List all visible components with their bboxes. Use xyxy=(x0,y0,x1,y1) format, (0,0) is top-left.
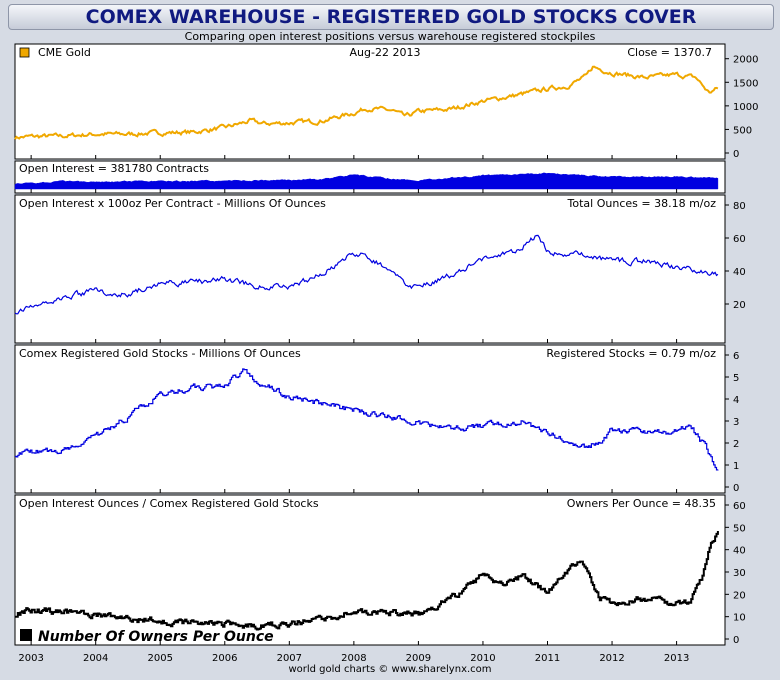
x-tick-label: 2013 xyxy=(664,653,689,664)
x-tick-label: 2003 xyxy=(18,653,43,664)
registered-title: Comex Registered Gold Stocks - Millions … xyxy=(19,347,301,360)
y-tick-label: 60 xyxy=(733,501,746,512)
x-tick-label: 2008 xyxy=(341,653,366,664)
registered-line xyxy=(15,368,719,471)
x-tick-label: 2006 xyxy=(212,653,237,664)
y-tick-label: 50 xyxy=(733,523,746,534)
y-tick-label: 80 xyxy=(733,201,746,212)
owners-panel: Open Interest Ounces / Comex Registered … xyxy=(14,494,746,646)
oi-ounces-title: Open Interest x 100oz Per Contract - Mil… xyxy=(19,197,326,210)
owners-legend-label: Number Of Owners Per Ounce xyxy=(38,629,274,645)
chart-title: COMEX WAREHOUSE - REGISTERED GOLD STOCKS… xyxy=(85,6,697,28)
y-tick-label: 4 xyxy=(733,395,739,406)
oi-ounces-line xyxy=(14,234,719,315)
open-interest-area xyxy=(14,172,719,190)
y-tick-label: 60 xyxy=(733,234,746,245)
gold-date: Aug-22 2013 xyxy=(350,46,421,59)
oi-ounces-last: Total Ounces = 38.18 m/oz xyxy=(567,197,717,210)
registered-panel: Comex Registered Gold Stocks - Millions … xyxy=(14,344,739,494)
x-tick-label: 2004 xyxy=(83,653,108,664)
owners-yticks: 0 10 20 30 40 50 60 xyxy=(725,501,746,646)
gold-yticks: 0 500 1000 1500 2000 xyxy=(725,55,758,160)
y-tick-label: 0 xyxy=(733,483,739,494)
gold-legend-swatch xyxy=(19,47,30,58)
gold-panel: CME Gold Aug-22 2013 Close = 1370.7 0 500… xyxy=(14,43,758,160)
y-tick-label: 1500 xyxy=(733,78,758,89)
owners-title: Open Interest Ounces / Comex Registered … xyxy=(19,497,319,510)
y-tick-label: 0 xyxy=(733,149,739,160)
y-tick-label: 5 xyxy=(733,373,739,384)
chart-subtitle: Comparing open interest positions versus… xyxy=(184,30,596,43)
y-tick-label: 500 xyxy=(733,125,752,136)
registered-last: Registered Stocks = 0.79 m/oz xyxy=(546,347,716,360)
y-tick-label: 40 xyxy=(733,267,746,278)
owners-last: Owners Per Ounce = 48.35 xyxy=(567,497,716,510)
y-tick-label: 0 xyxy=(733,635,739,646)
footer-credit: world gold charts © www.sharelynx.com xyxy=(288,664,491,675)
title-bar: COMEX WAREHOUSE - REGISTERED GOLD STOCKS… xyxy=(8,4,774,30)
x-tick-label: 2011 xyxy=(535,653,560,664)
y-tick-label: 10 xyxy=(733,613,746,624)
y-tick-label: 3 xyxy=(733,417,739,428)
y-tick-label: 2 xyxy=(733,439,739,450)
y-tick-label: 6 xyxy=(733,351,739,362)
y-tick-label: 1000 xyxy=(733,102,758,113)
owners-legend-swatch xyxy=(20,629,32,641)
y-tick-label: 2000 xyxy=(733,55,758,66)
oi-ounces-panel: Open Interest x 100oz Per Contract - Mil… xyxy=(14,194,746,344)
open-interest-title: Open Interest = 381780 Contracts xyxy=(19,162,209,175)
y-tick-label: 20 xyxy=(733,300,746,311)
x-tick-label: 2005 xyxy=(148,653,173,664)
x-tick-label: 2010 xyxy=(470,653,495,664)
y-tick-label: 30 xyxy=(733,568,746,579)
x-tick-label: 2012 xyxy=(599,653,624,664)
open-interest-panel: Open Interest = 381780 Contracts xyxy=(14,160,726,194)
x-tick-label: 2007 xyxy=(277,653,302,664)
y-tick-label: 1 xyxy=(733,461,739,472)
owners-line xyxy=(15,531,719,631)
x-tick-label: 2009 xyxy=(406,653,431,664)
oi-ounces-yticks: 20 40 60 80 xyxy=(725,201,746,311)
gold-line xyxy=(14,65,719,140)
x-axis: 2003 2004 2005 2006 2007 2008 2009 2010 2011 2012… xyxy=(18,155,689,664)
y-tick-label: 40 xyxy=(733,546,746,557)
gold-close: Close = 1370.7 xyxy=(627,46,712,59)
y-tick-label: 20 xyxy=(733,590,746,601)
gold-title: CME Gold xyxy=(38,46,91,59)
registered-yticks: 0 1 2 3 4 5 6 xyxy=(725,351,739,494)
